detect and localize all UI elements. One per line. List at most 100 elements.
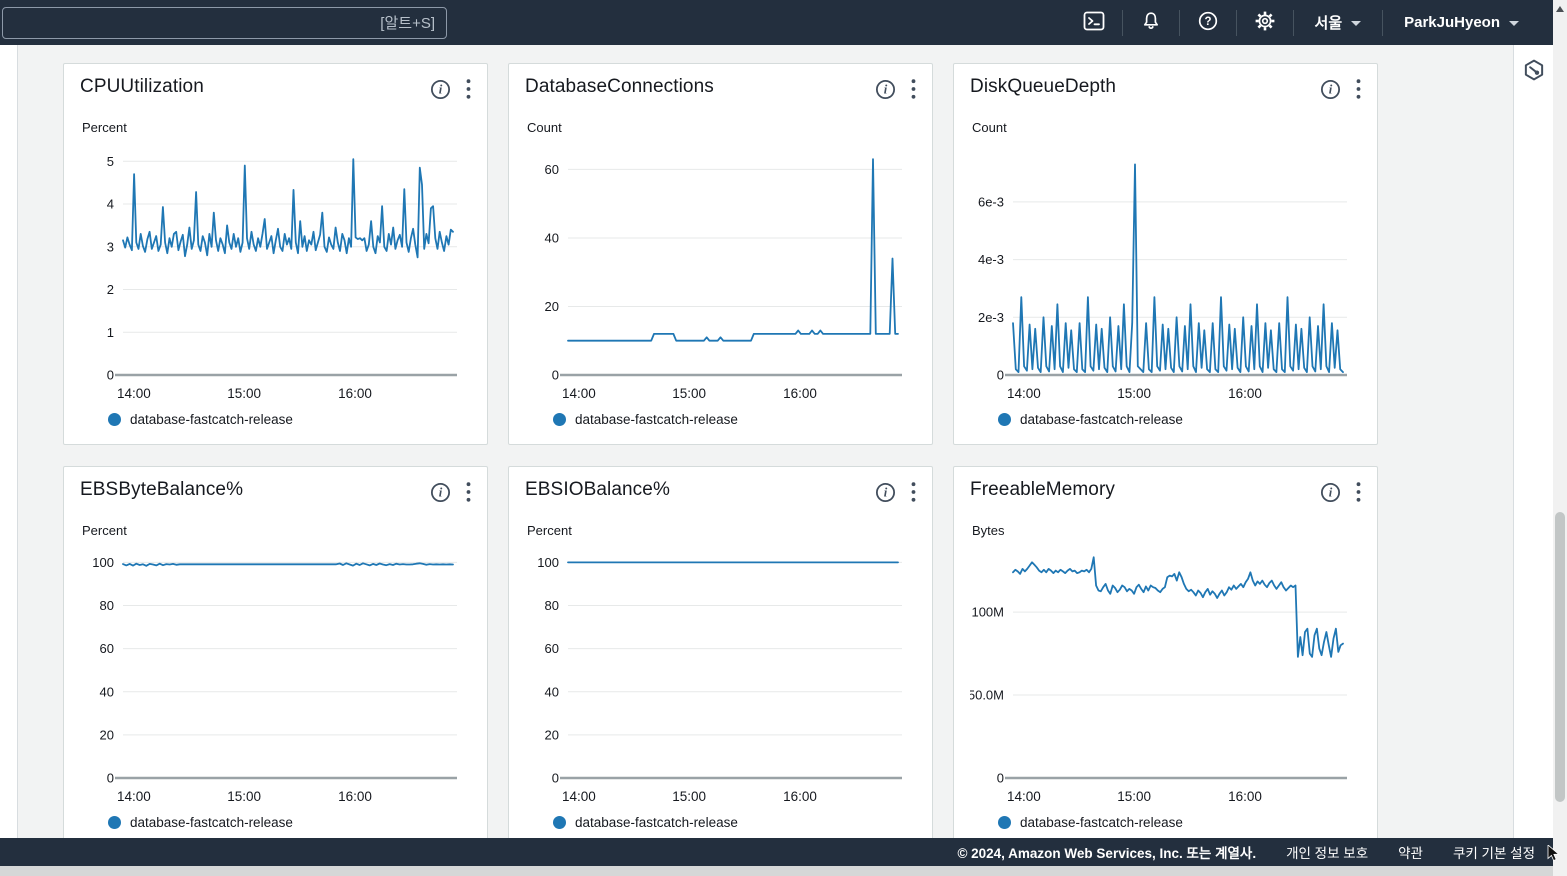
y-axis-unit: Percent	[527, 523, 572, 538]
svg-text:0: 0	[997, 771, 1004, 786]
widget-title: DiskQueueDepth	[970, 76, 1117, 97]
svg-text:i: i	[884, 485, 888, 499]
cloudshell-button[interactable]	[1066, 0, 1122, 45]
settings-button[interactable]	[1237, 0, 1293, 45]
svg-text:16:00: 16:00	[1228, 386, 1262, 401]
menu-dots-icon[interactable]	[1356, 78, 1361, 100]
svg-text:15:00: 15:00	[227, 789, 261, 804]
legend-color-dot	[553, 413, 566, 426]
horizontal-scrollbar-track[interactable]	[0, 866, 1567, 876]
svg-text:i: i	[1329, 485, 1333, 499]
line-chart[interactable]: 0 1 2 3 4 5 14:00 15:00 16:00	[80, 140, 473, 408]
widget-title: EBSIOBalance%	[525, 479, 670, 500]
svg-text:0: 0	[107, 368, 114, 383]
legend-item[interactable]: database-fastcatch-release	[525, 412, 916, 427]
y-axis-unit: Count	[527, 120, 562, 135]
info-icon[interactable]: i	[1320, 79, 1341, 100]
info-icon[interactable]: i	[430, 482, 451, 503]
svg-text:14:00: 14:00	[1007, 789, 1041, 804]
svg-text:16:00: 16:00	[783, 789, 817, 804]
svg-text:20: 20	[545, 727, 559, 742]
topbar-actions: ? 서울	[1066, 0, 1553, 45]
y-axis-unit: Bytes	[972, 523, 1005, 538]
svg-text:50.0M: 50.0M	[970, 688, 1004, 703]
svg-text:15:00: 15:00	[672, 386, 706, 401]
svg-text:3: 3	[107, 239, 114, 254]
account-menu[interactable]: ParkJuHyeon	[1383, 0, 1540, 45]
menu-dots-icon[interactable]	[911, 481, 916, 503]
help-button[interactable]: ?	[1180, 0, 1236, 45]
vertical-scrollbar[interactable]	[1553, 0, 1567, 876]
svg-text:0: 0	[997, 368, 1004, 383]
info-icon[interactable]: i	[875, 79, 896, 100]
widget-cpu-utilization: CPUUtilization i Percent 0 1 2 3 4 5 14:00 15:0…	[63, 63, 488, 445]
svg-text:80: 80	[545, 598, 559, 613]
footer-link-cookie-preferences[interactable]: 쿠키 기본 설정	[1452, 846, 1535, 861]
svg-text:i: i	[439, 82, 443, 96]
search-input[interactable]: [알트+S]	[2, 6, 447, 39]
legend-label: database-fastcatch-release	[1020, 412, 1183, 427]
line-chart[interactable]: 0 20 40 60 80 100 14:00 15:00 16:00	[525, 543, 918, 811]
line-chart[interactable]: 0 20 40 60 80 100 14:00 15:00 16:00	[80, 543, 473, 811]
info-icon[interactable]: i	[1320, 482, 1341, 503]
footer-link-terms[interactable]: 약관	[1398, 846, 1423, 861]
widget-database-connections: DatabaseConnections i Count 0 20 40 60 14:00…	[508, 63, 933, 445]
legend-item[interactable]: database-fastcatch-release	[970, 815, 1361, 830]
widget-ebs-byte-balance: EBSByteBalance% i Percent 0 20 40 60 80 100 14…	[63, 466, 488, 848]
svg-text:i: i	[1329, 82, 1333, 96]
notifications-button[interactable]	[1123, 0, 1179, 45]
question-mark-icon: ?	[1196, 9, 1220, 36]
line-chart[interactable]: 0 2e-3 4e-3 6e-3 14:00 15:00 16:00	[970, 140, 1363, 408]
topbar-divider	[1235, 9, 1237, 36]
scrollbar-thumb[interactable]	[1555, 512, 1565, 802]
top-navigation-bar: [알트+S] ?	[0, 0, 1553, 45]
svg-text:6e-3: 6e-3	[978, 194, 1004, 209]
scrollbar-up-arrow[interactable]	[1556, 6, 1564, 12]
legend-item[interactable]: database-fastcatch-release	[970, 412, 1361, 427]
legend-color-dot	[108, 413, 121, 426]
svg-text:40: 40	[545, 684, 559, 699]
mouse-cursor	[1547, 844, 1561, 868]
legend-item[interactable]: database-fastcatch-release	[80, 815, 471, 830]
amazon-q-hexagon-icon	[1523, 59, 1545, 84]
svg-text:1: 1	[107, 325, 114, 340]
legend-label: database-fastcatch-release	[130, 412, 293, 427]
svg-text:2: 2	[107, 282, 114, 297]
legend-color-dot	[108, 816, 121, 829]
menu-dots-icon[interactable]	[466, 481, 471, 503]
y-axis-unit: Percent	[82, 523, 127, 538]
line-chart[interactable]: 0 50.0M 100M 14:00 15:00 16:00	[970, 543, 1363, 811]
username-label: ParkJuHyeon	[1404, 14, 1500, 31]
footer-link-privacy[interactable]: 개인 정보 보호	[1286, 846, 1369, 861]
menu-dots-icon[interactable]	[466, 78, 471, 100]
svg-text:100: 100	[537, 555, 559, 570]
amazon-q-button[interactable]	[1522, 59, 1546, 83]
region-label: 서울	[1314, 15, 1343, 32]
info-icon[interactable]: i	[430, 79, 451, 100]
svg-text:20: 20	[545, 299, 559, 314]
legend-color-dot	[998, 413, 1011, 426]
legend-item[interactable]: database-fastcatch-release	[80, 412, 471, 427]
region-selector[interactable]: 서울	[1294, 0, 1383, 45]
info-icon[interactable]: i	[875, 482, 896, 503]
line-chart[interactable]: 0 20 40 60 14:00 15:00 16:00	[525, 140, 918, 408]
svg-text:14:00: 14:00	[117, 386, 151, 401]
widget-title: DatabaseConnections	[525, 76, 714, 97]
topbar-divider	[1178, 9, 1180, 36]
chevron-down-icon	[1351, 21, 1362, 26]
menu-dots-icon[interactable]	[1356, 481, 1361, 503]
menu-dots-icon[interactable]	[911, 78, 916, 100]
svg-text:15:00: 15:00	[227, 386, 261, 401]
svg-text:14:00: 14:00	[1007, 386, 1041, 401]
svg-text:40: 40	[100, 684, 114, 699]
legend-label: database-fastcatch-release	[1020, 815, 1183, 830]
svg-text:4: 4	[107, 197, 114, 212]
svg-text:60: 60	[545, 162, 559, 177]
y-axis-unit: Count	[972, 120, 1007, 135]
svg-text:i: i	[884, 82, 888, 96]
svg-text:5: 5	[107, 154, 114, 169]
widget-disk-queue-depth: DiskQueueDepth i Count 0 2e-3 4e-3 6e-3 14:0…	[953, 63, 1378, 445]
svg-text:0: 0	[552, 368, 559, 383]
svg-text:14:00: 14:00	[562, 789, 596, 804]
legend-item[interactable]: database-fastcatch-release	[525, 815, 916, 830]
